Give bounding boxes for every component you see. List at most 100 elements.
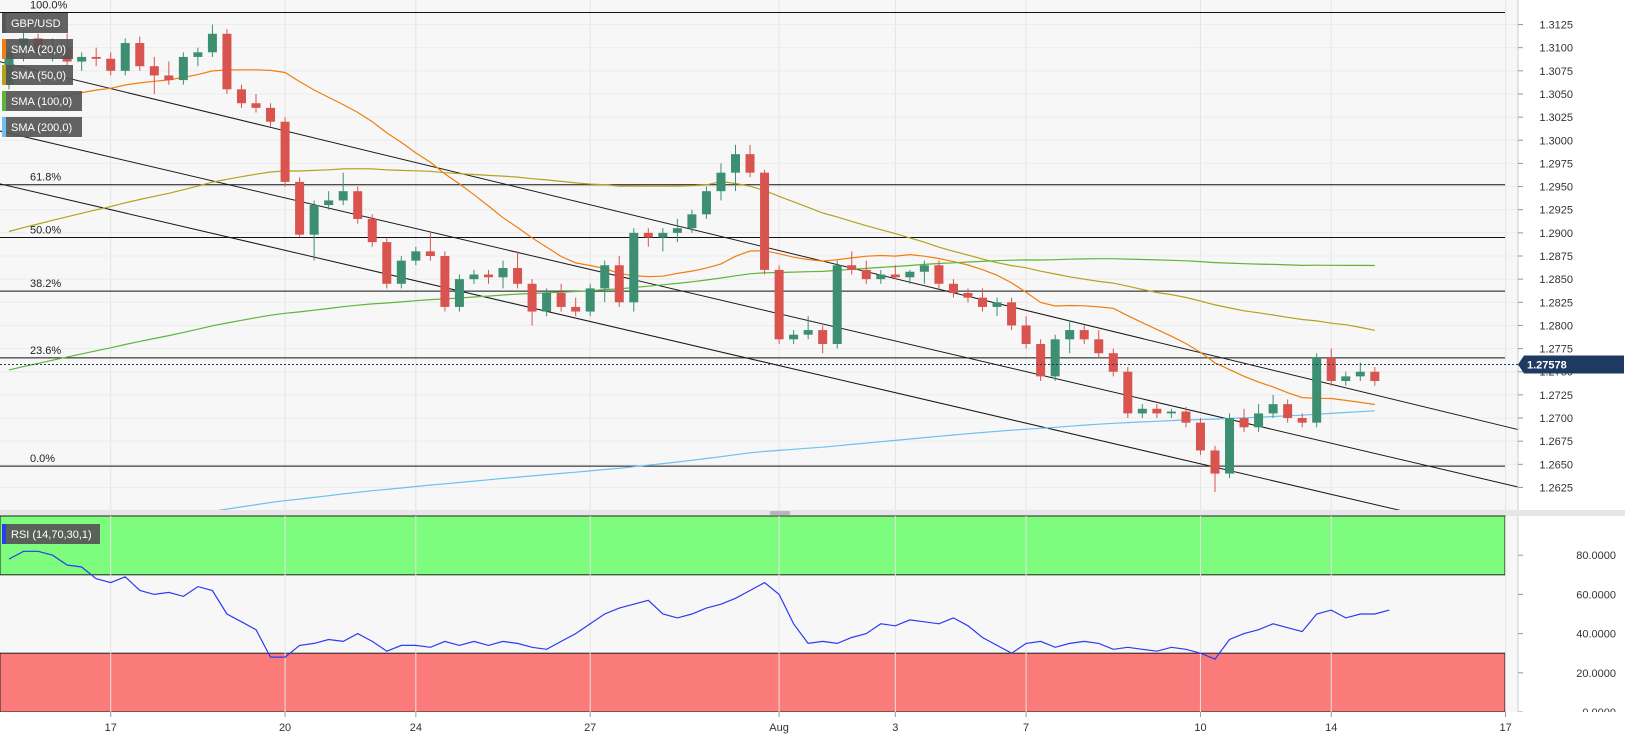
candlesticks xyxy=(4,24,1380,493)
candle xyxy=(1108,348,1118,377)
candle-body xyxy=(280,121,290,182)
candle-body xyxy=(527,283,537,312)
candle xyxy=(832,260,842,349)
candle-body xyxy=(847,265,857,270)
last-price-marker: 1.27578 xyxy=(0,355,1624,374)
candle-body xyxy=(861,269,871,280)
candle xyxy=(91,47,101,67)
candle-body xyxy=(338,191,348,201)
candle-body xyxy=(1225,418,1235,474)
candle xyxy=(483,269,493,284)
candle xyxy=(1239,408,1249,432)
resize-handle-icon[interactable] xyxy=(770,511,790,515)
candle-body xyxy=(295,181,305,235)
candle-body xyxy=(396,260,406,284)
candle-body xyxy=(1312,357,1322,423)
candle-body xyxy=(1239,418,1249,428)
rsi-tick-label: 60.0000 xyxy=(1576,589,1616,601)
candle xyxy=(135,36,145,71)
candle-body xyxy=(251,103,261,108)
candle xyxy=(1050,334,1060,381)
price-panel[interactable]: 100.0% 61.8% 50.0% 38.2% 23.6% 0.0% 1.2625 1.2… xyxy=(0,0,1625,547)
candle xyxy=(1137,404,1147,419)
candle xyxy=(440,251,450,312)
candle-body xyxy=(672,228,682,233)
candle xyxy=(745,144,755,178)
candle-body xyxy=(905,271,915,278)
candle xyxy=(992,297,1002,317)
candle-body xyxy=(222,33,232,90)
candle-body xyxy=(1283,404,1293,419)
candle-body xyxy=(207,33,217,53)
candle-body xyxy=(803,330,813,335)
candle-body xyxy=(353,191,363,219)
candle-body xyxy=(1050,339,1060,377)
legend-sma-item[interactable]: SMA (50,0) xyxy=(2,65,73,85)
fibonacci-label: 50.0% xyxy=(30,224,61,236)
candle xyxy=(934,260,944,289)
candle-body xyxy=(629,232,639,303)
candle xyxy=(1152,404,1162,419)
candle xyxy=(890,265,900,280)
rsi-label: RSI (14,70,30,1) xyxy=(11,529,92,541)
legend-color-swatch xyxy=(2,65,6,85)
legend-sma-item[interactable]: SMA (100,0) xyxy=(2,91,82,111)
sma-line xyxy=(8,168,1375,331)
price-grid xyxy=(0,0,1518,510)
candle xyxy=(1094,330,1104,358)
candle-body xyxy=(367,218,377,243)
legend-sma-item[interactable]: SMA (20,0) xyxy=(2,39,73,59)
candle xyxy=(963,288,973,303)
candle xyxy=(1210,445,1220,493)
price-tick-label: 1.2975 xyxy=(1539,158,1573,170)
price-axis: 1.26251.26501.26751.27001.27251.27501.27… xyxy=(1517,0,1625,510)
legend-symbol[interactable]: GBP/USD xyxy=(2,13,68,33)
fibonacci-label: 38.2% xyxy=(30,278,61,290)
candle xyxy=(367,214,377,247)
candle xyxy=(789,330,799,344)
candle-body xyxy=(658,232,668,238)
candle xyxy=(861,260,871,284)
candle xyxy=(454,274,464,312)
time-tick-label: 17 xyxy=(1499,722,1511,734)
candle xyxy=(251,93,261,113)
rsi-overbought-zone xyxy=(0,515,1506,576)
candle-body xyxy=(324,200,334,206)
candle-body xyxy=(760,172,770,270)
candle xyxy=(266,103,276,127)
candle xyxy=(106,52,116,76)
rsi-grid xyxy=(110,516,1507,712)
candle-body xyxy=(542,293,552,312)
candle xyxy=(600,260,610,303)
trend-channel-lines xyxy=(0,61,1521,539)
candle-body xyxy=(701,191,711,215)
fibonacci-label: 0.0% xyxy=(30,453,55,465)
candle xyxy=(469,269,479,284)
candle xyxy=(411,246,421,266)
legend-color-swatch xyxy=(2,39,6,59)
candle-body xyxy=(643,232,653,238)
sma-line xyxy=(8,258,1375,371)
candle xyxy=(643,228,653,247)
candle-body xyxy=(164,75,174,81)
price-tick-label: 1.2725 xyxy=(1539,390,1573,402)
candle xyxy=(905,269,915,284)
candle xyxy=(396,256,406,289)
time-axis: 17 20 24 27 Aug 3 7 10 14 17 xyxy=(105,712,1512,734)
price-tick-label: 1.3000 xyxy=(1539,135,1573,147)
candle-body xyxy=(978,297,988,307)
candle-body xyxy=(91,56,101,59)
candle xyxy=(1326,348,1336,386)
candle xyxy=(701,186,711,219)
price-tick-label: 1.2900 xyxy=(1539,228,1573,240)
legend-color-swatch xyxy=(2,13,6,33)
panel-separator[interactable] xyxy=(0,510,1625,516)
candle xyxy=(1225,413,1235,479)
candle-body xyxy=(135,43,145,67)
legend-sma-item[interactable]: SMA (200,0) xyxy=(2,117,82,137)
price-tick-label: 1.2625 xyxy=(1539,482,1573,494)
legend-label: SMA (50,0) xyxy=(11,70,66,82)
price-tick-label: 1.3025 xyxy=(1539,112,1573,124)
candle xyxy=(280,117,290,187)
